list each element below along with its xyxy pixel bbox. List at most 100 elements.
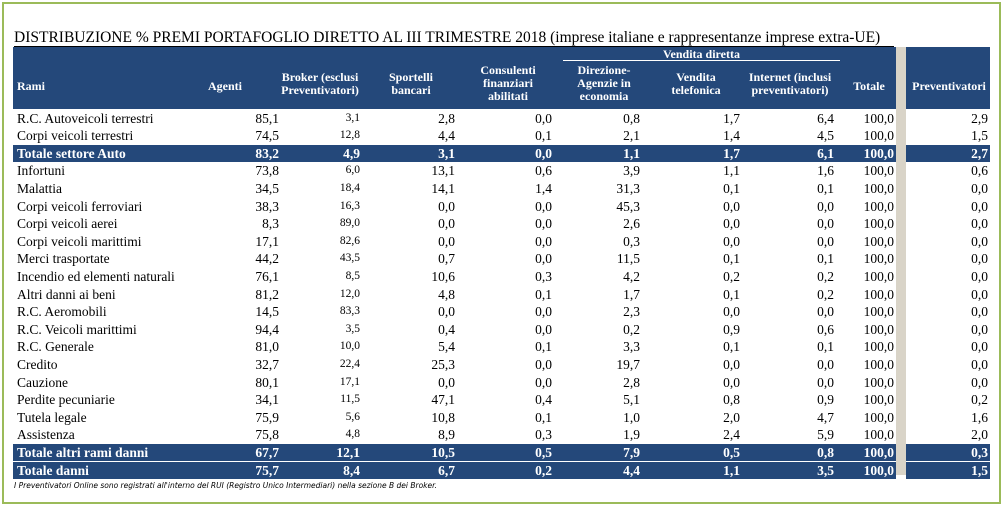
- cell-internet: 1,6: [817, 163, 834, 179]
- cell-agenti: 44,2: [255, 251, 279, 267]
- cell-broker: 4,9: [343, 145, 360, 161]
- cell-rami: Totale settore Auto: [17, 145, 126, 161]
- cell-agenti: 76,1: [255, 268, 279, 284]
- table-row: Cauzione 80,1 17,1 0,0 0,0 2,8 0,0 0,0 100,0: [13, 374, 896, 392]
- table-row: Altri danni ai beni 81,2 12,0 4,8 0,1 1,7 0,1 0…: [13, 286, 896, 304]
- table-row: Tutela legale 75,9 5,6 10,8 0,1 1,0 2,0 4,7 100,…: [13, 409, 896, 427]
- header-totale: Totale: [853, 79, 885, 93]
- cell-vendita-telefonica: 0,0: [723, 198, 740, 214]
- cell-sportelli: 6,7: [438, 462, 455, 478]
- cell-vendita-telefonica: 0,1: [723, 286, 740, 302]
- cell-internet: 4,5: [817, 128, 834, 144]
- cell-sportelli: 0,0: [438, 198, 455, 214]
- cell-agenti: 94,4: [255, 321, 279, 337]
- table-row: Incendio ed elementi naturali 76,1 8,5 10,6…: [13, 268, 896, 286]
- cell-broker: 4,8: [345, 428, 360, 441]
- cell-sportelli: 0,0: [438, 374, 455, 390]
- cell-broker: 43,5: [339, 252, 360, 265]
- cell-consulenti: 0,0: [535, 233, 552, 249]
- cell-totale: 100,0: [863, 198, 894, 214]
- table-row: Credito 32,7 22,4 25,3 0,0 19,7 0,0 0,0 100,0: [13, 356, 896, 374]
- header-vendita-diretta: Vendita diretta: [662, 47, 740, 61]
- cell-vendita-telefonica: 1,1: [723, 163, 740, 179]
- table-total-row: Totale altri rami danni 67,7 12,1 10,5 0,5 7,…: [13, 443, 896, 462]
- header-sportelli: Sportelli bancari: [389, 70, 433, 97]
- preventivatori-row: 0,0: [906, 250, 990, 268]
- cell-broker: 22,4: [339, 357, 360, 370]
- cell-internet: 5,9: [817, 427, 834, 443]
- cell-agenti: 83,2: [255, 145, 279, 161]
- cell-consulenti: 0,0: [535, 110, 552, 126]
- cell-rami: Perdite pecuniarie: [17, 392, 115, 408]
- header-broker: Broker (esclusi Preventivatori): [281, 70, 359, 97]
- cell-direzione: 4,4: [623, 462, 640, 478]
- cell-broker: 5,6: [345, 410, 360, 423]
- cell-internet: 0,0: [817, 198, 834, 214]
- cell-rami: Assistenza: [17, 427, 75, 443]
- header-rami: Rami: [17, 79, 45, 93]
- cell-sportelli: 4,4: [438, 128, 455, 144]
- cell-sportelli: 5,4: [438, 339, 455, 355]
- cell-preventivatori: 0,2: [971, 392, 988, 408]
- cell-preventivatori: 0,0: [971, 286, 988, 302]
- cell-direzione: 3,3: [623, 339, 640, 355]
- cell-totale: 100,0: [863, 392, 894, 408]
- cell-vendita-telefonica: 1,7: [723, 110, 740, 126]
- cell-rami: Tutela legale: [17, 409, 87, 425]
- preventivatori-row: 0,0: [906, 233, 990, 251]
- cell-rami: Malattia: [17, 180, 62, 196]
- cell-agenti: 67,7: [255, 444, 279, 460]
- cell-sportelli: 0,0: [438, 216, 455, 232]
- cell-internet: 0,0: [817, 304, 834, 320]
- cell-vendita-telefonica: 0,8: [723, 392, 740, 408]
- cell-agenti: 34,1: [255, 392, 279, 408]
- cell-agenti: 74,5: [255, 128, 279, 144]
- cell-consulenti: 0,3: [535, 268, 552, 284]
- cell-rami: Merci trasportate: [17, 251, 110, 267]
- table-row: Corpi veicoli marittimi 17,1 82,6 0,0 0,0 0,3…: [13, 233, 896, 251]
- cell-totale: 100,0: [863, 216, 894, 232]
- cell-sportelli: 47,1: [431, 392, 455, 408]
- cell-totale: 100,0: [863, 163, 894, 179]
- cell-preventivatori: 0,0: [971, 198, 988, 214]
- cell-preventivatori: 1,5: [971, 462, 988, 478]
- cell-vendita-telefonica: 0,5: [723, 444, 740, 460]
- cell-sportelli: 8,9: [438, 427, 455, 443]
- cell-vendita-telefonica: 2,4: [723, 427, 740, 443]
- cell-broker: 11,5: [340, 393, 360, 406]
- preventivatori-row: 0,0: [906, 198, 990, 216]
- cell-rami: Cauzione: [17, 374, 68, 390]
- cell-internet: 0,0: [817, 233, 834, 249]
- cell-broker: 8,4: [343, 462, 360, 478]
- table-row: Corpi veicoli aerei 8,3 89,0 0,0 0,0 2,6 0,0 0,…: [13, 215, 896, 233]
- cell-vendita-telefonica: 0,1: [723, 339, 740, 355]
- cell-direzione: 5,1: [623, 392, 640, 408]
- cell-broker: 82,6: [339, 234, 360, 247]
- cell-preventivatori: 0,0: [971, 251, 988, 267]
- header-consulenti: Consulenti finanziari abilitati: [480, 63, 536, 103]
- cell-rami: Totale altri rami danni: [17, 444, 149, 460]
- cell-sportelli: 2,8: [438, 110, 455, 126]
- preventivatori-row: 0,2: [906, 391, 990, 409]
- cell-preventivatori: 0,0: [971, 356, 988, 372]
- cell-internet: 0,2: [817, 268, 834, 284]
- preventivatori-row: 0,0: [906, 374, 990, 392]
- table-title: DISTRIBUZIONE % PREMI PORTAFOGLIO DIRETT…: [14, 30, 894, 47]
- cell-preventivatori: 0,0: [971, 339, 988, 355]
- cell-totale: 100,0: [863, 286, 894, 302]
- table-row: R.C. Generale 81,0 10,0 5,4 0,1 3,3 0,1 0,1 100,…: [13, 338, 896, 356]
- cell-consulenti: 1,4: [535, 180, 552, 196]
- preventivatori-row: 0,0: [906, 215, 990, 233]
- cell-internet: 0,1: [817, 339, 834, 355]
- cell-vendita-telefonica: 0,1: [723, 251, 740, 267]
- cell-consulenti: 0,0: [535, 304, 552, 320]
- table-row: Corpi veicoli terrestri 74,5 12,8 4,4 0,1 2,1…: [13, 127, 896, 145]
- cell-vendita-telefonica: 0,0: [723, 233, 740, 249]
- header-vendita-telefonica: Vendita telefonica: [671, 70, 721, 97]
- cell-sportelli: 0,7: [438, 251, 455, 267]
- cell-sportelli: 10,6: [431, 268, 455, 284]
- cell-agenti: 38,3: [255, 198, 279, 214]
- vendita-diretta-underline: [563, 60, 840, 61]
- cell-totale: 100,0: [863, 462, 894, 478]
